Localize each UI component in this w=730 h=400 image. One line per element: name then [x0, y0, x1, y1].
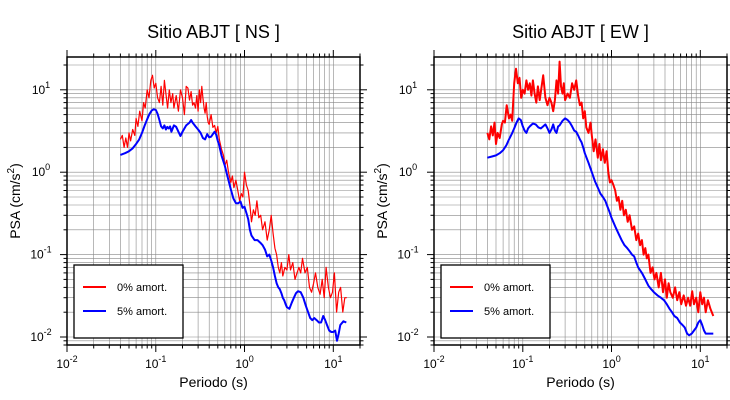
y-tick-label: 100 [32, 162, 50, 179]
x-tick-label-exp: -1 [158, 354, 166, 364]
x-tick-label: 100 [602, 354, 620, 371]
x-tick-label: 10-1 [145, 354, 166, 371]
y-tick-label-base: 10 [399, 83, 413, 97]
x-axis-label: Periodo (s) [179, 374, 247, 390]
series-group [486, 60, 715, 337]
y-tick-label: 10-1 [30, 245, 51, 262]
x-tick-label: 101 [324, 354, 342, 371]
x-tick-label-base: 10 [235, 357, 249, 371]
y-axis-label-close: ) [374, 163, 390, 168]
x-tick-label-base: 10 [691, 357, 705, 371]
y-tick-label-exp: -2 [411, 327, 419, 337]
x-tick-label-exp: -2 [70, 354, 78, 364]
chart-title: Sitio ABJT [ NS ] [147, 22, 280, 42]
y-tick-label-exp: 0 [412, 162, 417, 172]
legend-label-1: 5% amort. [484, 306, 534, 318]
x-tick-label: 100 [235, 354, 253, 371]
series-line-0 [486, 60, 715, 317]
legend-box [440, 264, 551, 339]
legend-label-0: 0% amort. [484, 282, 534, 294]
y-tick-label-base: 10 [32, 83, 46, 97]
plot-frame [433, 56, 728, 346]
y-tick-label-exp: -1 [44, 245, 52, 255]
x-tick-label: 10-1 [512, 354, 533, 371]
y-tick-label-base: 10 [397, 248, 411, 262]
y-tick-label: 10-1 [397, 245, 418, 262]
x-tick-label: 10-2 [423, 354, 444, 371]
y-axis-label-text: PSA (cm/s [7, 173, 23, 238]
y-tick-label-base: 10 [32, 165, 46, 179]
x-tick-label-exp: -2 [437, 354, 445, 364]
x-tick-label-base: 10 [602, 357, 616, 371]
x-tick-label-base: 10 [56, 357, 70, 371]
y-tick-label-base: 10 [399, 165, 413, 179]
series-line-1 [120, 108, 347, 342]
x-tick-label-base: 10 [512, 357, 526, 371]
y-tick-label-base: 10 [30, 330, 44, 344]
legend: 0% amort. 5% amort. [73, 264, 184, 339]
series-group [119, 74, 347, 342]
legend-label-0: 0% amort. [117, 282, 167, 294]
x-tick-label-exp: 1 [337, 354, 342, 364]
chart-title: Sitio ABJT [ EW ] [512, 22, 649, 42]
y-axis-label-close: ) [7, 163, 23, 168]
x-tick-label: 10-2 [56, 354, 77, 371]
legend: 0% amort. 5% amort. [440, 264, 551, 339]
y-tick-label-exp: 1 [45, 80, 50, 90]
x-tick-label-base: 10 [423, 357, 437, 371]
y-axis-label-sup: 2 [373, 167, 384, 173]
y-tick-label: 10-2 [397, 327, 418, 344]
x-tick-label-base: 10 [324, 357, 338, 371]
y-tick-label: 101 [399, 80, 417, 97]
y-tick-label: 10-2 [30, 327, 51, 344]
y-tick-label-exp: -1 [411, 245, 419, 255]
x-tick-label-base: 10 [145, 357, 159, 371]
chart-ns: Sitio ABJT [ NS ]10-2 10-1 100 10110-210-11… [6, 22, 367, 390]
x-axis-label: Periodo (s) [546, 374, 614, 390]
x-tick-label: 101 [691, 354, 709, 371]
y-tick-label-exp: 0 [45, 162, 50, 172]
legend-box [73, 264, 184, 339]
x-tick-label-exp: -1 [525, 354, 533, 364]
y-tick-label-exp: -2 [44, 327, 52, 337]
chart-ew: Sitio ABJT [ EW ]10-2 10-1 100 10110-210-11… [373, 22, 730, 390]
x-tick-label-exp: 0 [616, 354, 621, 364]
x-tick-label-exp: 0 [249, 354, 254, 364]
y-axis-label-text: PSA (cm/s [374, 173, 390, 238]
y-axis-label-sup: 2 [6, 167, 17, 173]
plot-frame [66, 56, 361, 346]
y-axis-label: PSA (cm/s2) [6, 163, 23, 239]
y-tick-label-base: 10 [397, 330, 411, 344]
y-tick-label: 100 [399, 162, 417, 179]
series-line-1 [487, 117, 714, 337]
y-axis-label: PSA (cm/s2) [373, 163, 390, 239]
y-tick-label-base: 10 [30, 248, 44, 262]
x-tick-label-exp: 1 [704, 354, 709, 364]
y-tick-label: 101 [32, 80, 50, 97]
y-tick-label-exp: 1 [412, 80, 417, 90]
legend-label-1: 5% amort. [117, 306, 167, 318]
